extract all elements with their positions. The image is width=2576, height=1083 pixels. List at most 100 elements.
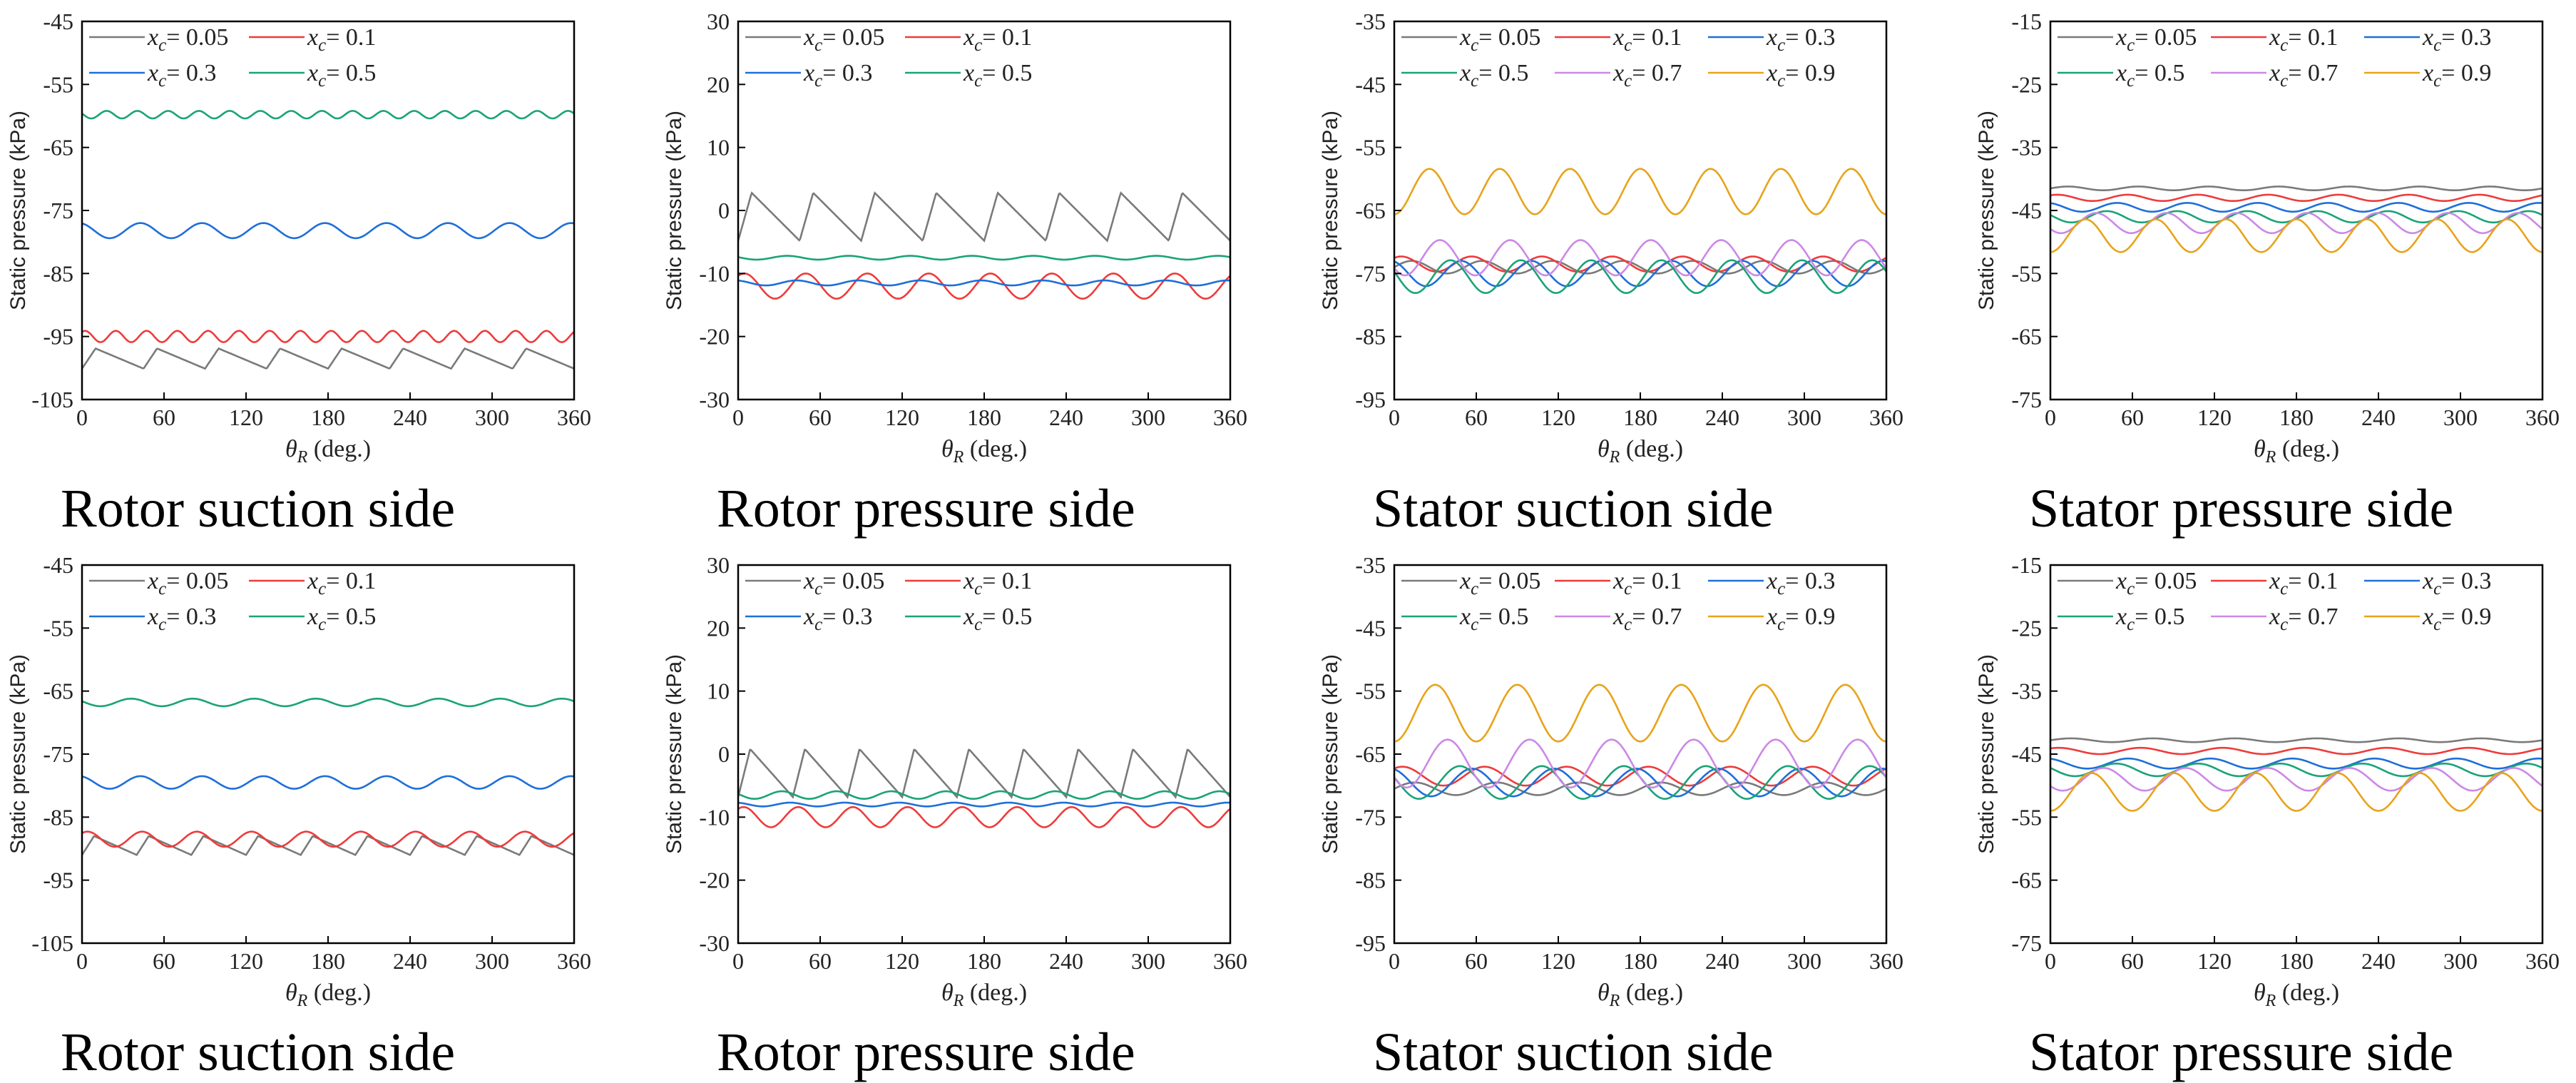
x-tick-label: 60 bbox=[1465, 405, 1488, 430]
legend-label: xc= 0.7 bbox=[2269, 604, 2338, 634]
y-tick-label: 0 bbox=[718, 198, 730, 223]
series-line bbox=[2050, 218, 2542, 253]
x-tick-label: 180 bbox=[2279, 405, 2314, 430]
legend-label: xc= 0.7 bbox=[2269, 60, 2338, 91]
x-tick-label: 60 bbox=[1465, 948, 1488, 974]
x-tick-label: 60 bbox=[809, 405, 832, 430]
chart-panel: -15 -25 -35 -45 -55 -65 -750 60 120 180 240 300 360 S… bbox=[1975, 552, 2560, 1082]
y-tick-label: 0 bbox=[718, 741, 730, 767]
legend-label: xc= 0.5 bbox=[1459, 60, 1528, 91]
x-tick-label: 300 bbox=[475, 405, 509, 430]
x-tick-label: 0 bbox=[732, 948, 744, 974]
y-tick-label: -10 bbox=[699, 260, 730, 286]
x-tick-label: 0 bbox=[1389, 948, 1400, 974]
y-tick-label: -105 bbox=[31, 930, 73, 956]
legend-label: xc= 0.05 bbox=[803, 568, 884, 599]
y-tick-label: -85 bbox=[43, 260, 73, 286]
legend-label: xc= 0.3 bbox=[147, 60, 216, 91]
y-tick-label: -95 bbox=[43, 868, 73, 893]
y-tick-label: -25 bbox=[2011, 615, 2042, 641]
x-tick-label: 120 bbox=[885, 948, 919, 974]
y-tick-label: -15 bbox=[2011, 552, 2042, 578]
y-axis-label: Static pressure (kPa) bbox=[663, 654, 686, 854]
y-tick-label: -65 bbox=[2011, 324, 2042, 350]
y-tick-label: -45 bbox=[2011, 198, 2042, 223]
y-tick-label: -35 bbox=[2011, 135, 2042, 161]
legend-label: xc= 0.9 bbox=[2422, 604, 2491, 634]
series-line bbox=[1394, 260, 1886, 275]
x-tick-label: 0 bbox=[76, 948, 88, 974]
legend-label: xc= 0.3 bbox=[1766, 568, 1835, 599]
y-tick-label: 30 bbox=[707, 9, 730, 34]
x-axis-label: θR (deg.) bbox=[2254, 436, 2339, 467]
y-axis-label: Static pressure (kPa) bbox=[1319, 111, 1342, 310]
y-tick-label: -75 bbox=[2011, 387, 2042, 412]
y-tick-label: -75 bbox=[43, 741, 73, 767]
x-tick-label: 0 bbox=[2045, 948, 2056, 974]
series-line bbox=[82, 110, 574, 120]
x-tick-label: 300 bbox=[2443, 405, 2478, 430]
y-axis-label: Static pressure (kPa) bbox=[6, 654, 30, 854]
x-tick-label: 240 bbox=[2361, 948, 2396, 974]
legend-label: xc= 0.05 bbox=[803, 24, 884, 55]
legend-label: xc= 0.05 bbox=[1459, 568, 1540, 599]
legend-label: xc= 0.1 bbox=[1612, 24, 1682, 55]
series-line bbox=[1394, 239, 1886, 277]
chart-title: Stator pressure side bbox=[2029, 479, 2453, 539]
y-tick-label: 10 bbox=[707, 678, 730, 704]
y-tick-label: -45 bbox=[2011, 741, 2042, 767]
y-tick-label: -55 bbox=[1355, 678, 1386, 704]
legend-label: xc= 0.1 bbox=[307, 24, 376, 55]
series-line bbox=[1394, 765, 1886, 800]
x-tick-label: 120 bbox=[1541, 405, 1575, 430]
x-tick-label: 180 bbox=[967, 948, 1001, 974]
legend-label: xc= 0.05 bbox=[1459, 24, 1540, 55]
y-tick-label: -85 bbox=[43, 804, 73, 830]
legend-label: xc= 0.3 bbox=[803, 60, 872, 91]
legend-label: xc= 0.3 bbox=[147, 604, 216, 634]
x-tick-label: 180 bbox=[1623, 405, 1657, 430]
y-tick-label: -85 bbox=[1355, 868, 1386, 893]
x-tick-label: 120 bbox=[229, 405, 263, 430]
legend-label: xc= 0.1 bbox=[2269, 24, 2338, 55]
y-tick-label: -75 bbox=[1355, 260, 1386, 286]
series-line bbox=[82, 775, 574, 790]
y-tick-label: -45 bbox=[43, 9, 73, 34]
series-line bbox=[738, 272, 1230, 300]
legend-label: xc= 0.3 bbox=[803, 604, 872, 634]
legend-label: xc= 0.1 bbox=[1612, 568, 1682, 599]
x-tick-label: 240 bbox=[2361, 405, 2396, 430]
series-line bbox=[2050, 193, 2542, 203]
y-tick-label: -65 bbox=[2011, 868, 2042, 893]
series-line bbox=[2050, 202, 2542, 213]
y-tick-label: -95 bbox=[43, 324, 73, 350]
chart-title: Stator suction side bbox=[1373, 1022, 1774, 1082]
series-line bbox=[2050, 757, 2542, 770]
y-tick-label: -25 bbox=[2011, 71, 2042, 97]
x-tick-label: 360 bbox=[2525, 405, 2560, 430]
y-tick-label: -20 bbox=[699, 868, 730, 893]
y-axis-label: Static pressure (kPa) bbox=[1975, 654, 1998, 854]
legend-label: xc= 0.5 bbox=[963, 604, 1032, 634]
y-tick-label: -20 bbox=[699, 324, 730, 350]
y-tick-label: -30 bbox=[699, 930, 730, 956]
x-tick-label: 60 bbox=[809, 948, 832, 974]
y-axis-label: Static pressure (kPa) bbox=[663, 111, 686, 310]
x-tick-label: 360 bbox=[1213, 948, 1247, 974]
x-tick-label: 60 bbox=[153, 405, 175, 430]
legend-label: xc= 0.9 bbox=[1766, 604, 1835, 634]
legend-label: xc= 0.1 bbox=[2269, 568, 2338, 599]
series-line bbox=[2050, 767, 2542, 792]
y-tick-label: -85 bbox=[1355, 324, 1386, 350]
y-axis-label: Static pressure (kPa) bbox=[6, 111, 30, 310]
y-tick-label: -95 bbox=[1355, 387, 1386, 412]
series-line bbox=[82, 347, 574, 370]
x-tick-label: 240 bbox=[393, 948, 427, 974]
legend-label: xc= 0.5 bbox=[307, 60, 376, 91]
y-tick-label: -65 bbox=[43, 135, 73, 161]
y-tick-label: -10 bbox=[699, 804, 730, 830]
legend-label: xc= 0.1 bbox=[307, 568, 376, 599]
series-line bbox=[2050, 772, 2542, 812]
